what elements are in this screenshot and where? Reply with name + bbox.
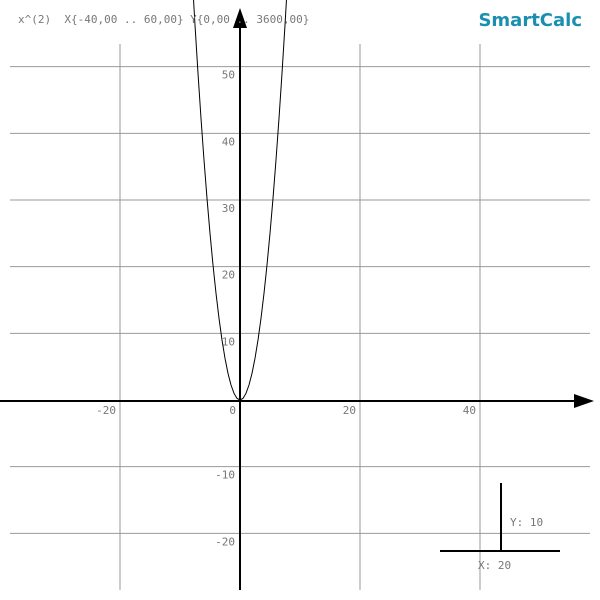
- y-tick-label: -10: [215, 469, 235, 482]
- y-tick-label: 50: [222, 69, 235, 82]
- y-tick-label: 20: [222, 269, 235, 282]
- y-tick-label: 10: [222, 335, 235, 348]
- x-tick-label: 0: [229, 404, 236, 417]
- y-tick-label: 30: [222, 202, 235, 215]
- y-tick-label: -20: [215, 535, 235, 548]
- brand-title: SmartCalc: [478, 10, 582, 31]
- grid: -20 0 20 40 -20 -10 10 20 30 40 50: [10, 44, 590, 590]
- y-axis-arrow: [233, 8, 247, 28]
- scale-x-label: X: 20: [478, 559, 511, 572]
- x-tick-label: 40: [463, 404, 476, 417]
- x-axis-arrow: [574, 394, 594, 408]
- scale-y-label: Y: 10: [510, 516, 543, 529]
- x-tick-label: 20: [343, 404, 356, 417]
- function-header: x^(2) X{-40,00 .. 60,00} Y{0,00 .. 3600,…: [18, 13, 309, 26]
- x-tick-label: -20: [96, 404, 116, 417]
- axes: [0, 8, 594, 590]
- y-tick-label: 40: [222, 135, 235, 148]
